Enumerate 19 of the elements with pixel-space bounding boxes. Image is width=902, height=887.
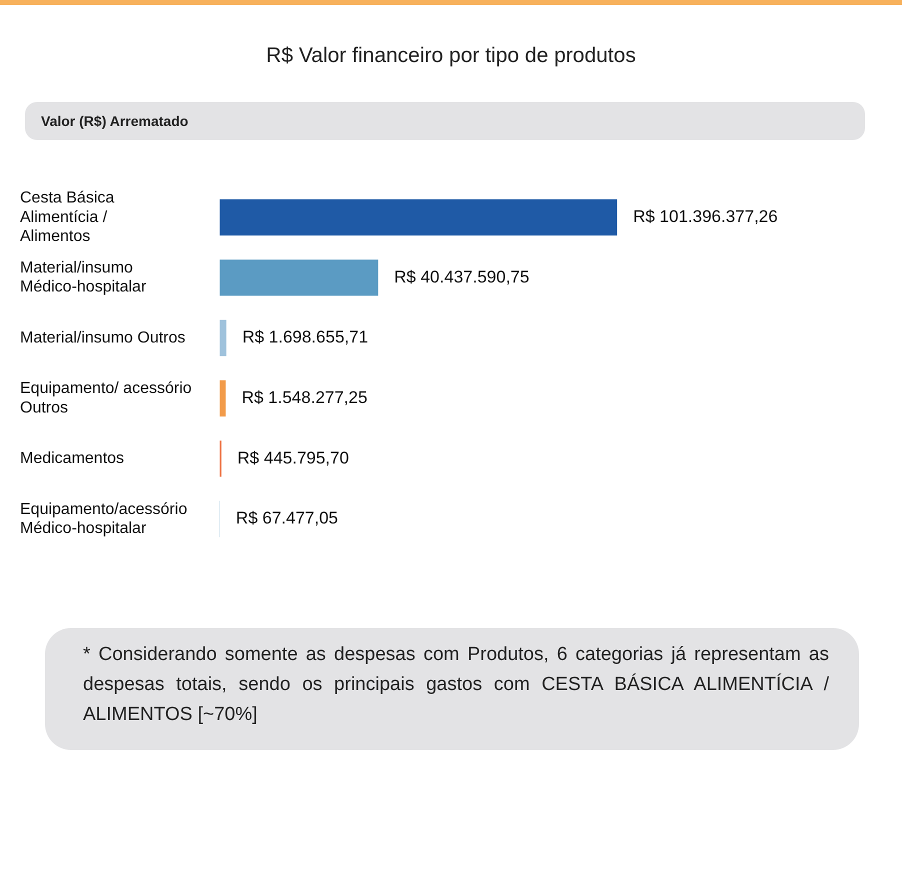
text: * Considerando somente as despesas com Produtos, 6 categorias já representam as despesas totais, sendo os principais gastos com CESTA BÁSICA ALIMENTÍCIA / ALIMENTOS [~70%] — [45, 628, 859, 750]
data-label: R$ 67.477,05 — [236, 508, 338, 528]
bar — [220, 199, 618, 236]
y-tick-label: Equipamento/acessório Médico-hospitalar — [20, 500, 188, 538]
y-tick-label: Cesta Básica Alimentícia / Alimentos — [20, 190, 114, 245]
y-tick-label: Material/insumo Médico-hospitalar — [20, 260, 147, 296]
chart-subtitle: Valor (R$) Arrematado — [25, 102, 865, 140]
data-label: R$ 40.437.590,75 — [394, 267, 530, 286]
y-tick-label: Medicamentos — [20, 450, 124, 468]
data-label: R$ 445.795,70 — [237, 448, 349, 468]
bar — [220, 380, 226, 416]
y-tick-label: Material/insumo Outros — [20, 329, 186, 346]
bar — [220, 260, 378, 296]
bar — [220, 320, 226, 356]
chart-title: R$ Valor financeiro por tipo de produtos — [265, 44, 637, 68]
data-label: R$ 101.396.377,26 — [633, 207, 778, 226]
y-tick-label: Equipamento/ acessório Outros — [20, 380, 192, 416]
data-label: R$ 1.548.277,25 — [242, 388, 368, 408]
data-label: R$ 1.698.655,71 — [242, 328, 368, 347]
